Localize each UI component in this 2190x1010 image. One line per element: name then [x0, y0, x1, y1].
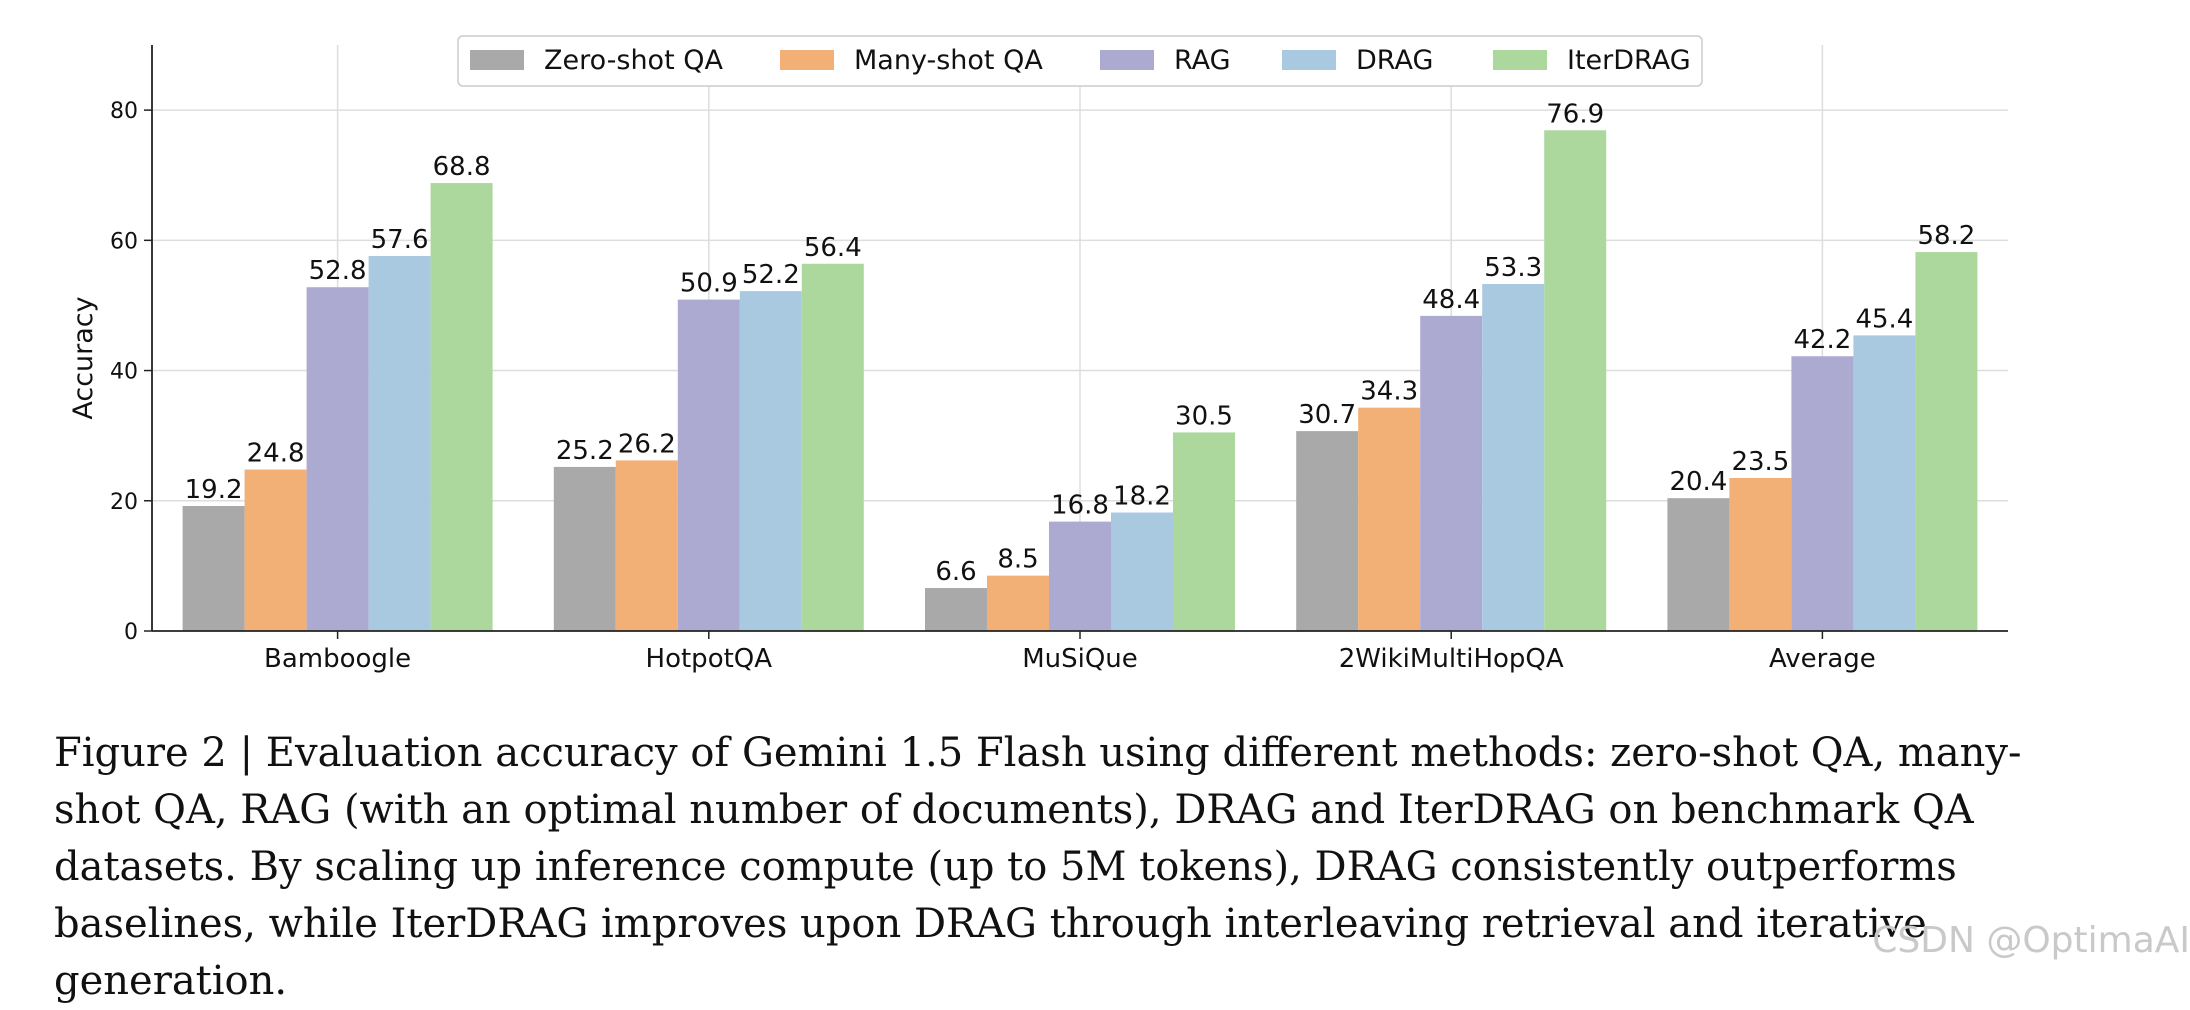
bar-value-label: 20.4: [1669, 467, 1727, 497]
bar-value-label: 19.2: [185, 475, 243, 505]
bar: [244, 469, 307, 631]
bar-value-label: 34.3: [1360, 377, 1418, 407]
bar: [677, 299, 740, 631]
bar: [739, 291, 802, 631]
bar-value-label: 45.4: [1855, 304, 1913, 334]
bar-value-label: 56.4: [804, 233, 862, 263]
bar: [1482, 283, 1545, 631]
legend-swatch: [470, 50, 524, 70]
bar: [1358, 407, 1421, 631]
bar: [182, 505, 245, 631]
figure-caption: Figure 2 | Evaluation accuracy of Gemini…: [54, 730, 2022, 1004]
x-tick-label: MuSiQue: [1022, 644, 1138, 674]
bar: [1111, 512, 1173, 631]
bar-value-label: 42.2: [1793, 325, 1851, 355]
bar: [1420, 315, 1483, 631]
bar-value-label: 6.6: [935, 557, 976, 587]
bar-value-label: 30.7: [1298, 400, 1356, 430]
bar-value-label: 48.4: [1422, 285, 1480, 315]
y-tick-label: 60: [110, 229, 138, 254]
bar-value-label: 68.8: [433, 152, 491, 182]
bar-value-labels: 19.2 25.2 6.6 30.7 20.4 24.8 26.2 8.5 34.3 23.5 52…: [185, 99, 1976, 587]
bar: [1296, 431, 1359, 631]
bar: [1791, 356, 1854, 631]
bar: [553, 466, 616, 631]
x-tick-label: Bamboogle: [264, 644, 411, 674]
legend-box: [457, 35, 1703, 87]
bar: [1544, 130, 1607, 631]
bar-value-label: 25.2: [556, 436, 614, 466]
y-tick-label: 0: [124, 620, 138, 645]
y-tick-label: 80: [110, 99, 138, 124]
bar: [987, 575, 1049, 631]
legend-label: Many-shot QA: [854, 45, 1043, 76]
bar-value-label: 58.2: [1917, 221, 1975, 251]
bar: [925, 588, 987, 631]
legend: Zero-shot QA Many-shot QA RAG DRAG IterDRAG: [457, 35, 1703, 87]
bar: [801, 263, 864, 631]
bar: [1049, 521, 1111, 631]
legend-label: IterDRAG: [1567, 45, 1691, 76]
legend-swatch: [1493, 50, 1547, 70]
bar: [1173, 432, 1235, 631]
legend-label: DRAG: [1356, 45, 1433, 76]
bars: [182, 130, 1978, 631]
bar-value-label: 52.2: [742, 260, 800, 290]
legend-swatch: [780, 50, 834, 70]
bar: [1729, 477, 1792, 631]
bar-value-label: 24.8: [247, 439, 305, 469]
legend-label: Zero-shot QA: [544, 45, 723, 76]
legend-swatch: [1282, 50, 1336, 70]
y-axis-label: Accuracy: [68, 296, 99, 419]
bar-value-label: 57.6: [371, 225, 429, 255]
axes: 0 20 40 60 80 Bamboogle HotpotQA MuSiQue 2WikiMu…: [68, 45, 2008, 674]
bar: [1667, 498, 1730, 631]
bar-value-label: 23.5: [1731, 447, 1789, 477]
bar-value-label: 8.5: [997, 545, 1038, 575]
bar: [615, 460, 678, 631]
x-tick-label: 2WikiMultiHopQA: [1339, 644, 1564, 674]
bar-value-label: 18.2: [1113, 481, 1171, 511]
bar: [306, 287, 369, 631]
bar-value-label: 26.2: [618, 429, 676, 459]
bar: [430, 183, 493, 631]
bar: [368, 255, 431, 631]
watermark: CSDN @OptimaAI: [1872, 920, 2190, 961]
bar-value-label: 53.3: [1484, 253, 1542, 283]
y-tick-label: 40: [110, 360, 138, 385]
x-tick-label: HotpotQA: [646, 644, 773, 674]
bar-chart: 19.2 25.2 6.6 30.7 20.4 24.8 26.2 8.5 34.3 23.5 52…: [68, 35, 2008, 674]
bar-value-label: 30.5: [1175, 401, 1233, 431]
legend-swatch: [1100, 50, 1154, 70]
bar-value-label: 50.9: [680, 269, 738, 299]
y-tick-label: 20: [110, 490, 138, 515]
bar: [1915, 252, 1978, 631]
bar-value-label: 16.8: [1051, 491, 1109, 521]
legend-label: RAG: [1174, 45, 1231, 76]
bar: [1853, 335, 1916, 631]
bar-value-label: 76.9: [1546, 99, 1604, 129]
bar-value-label: 52.8: [309, 256, 367, 286]
x-tick-label: Average: [1769, 644, 1876, 674]
